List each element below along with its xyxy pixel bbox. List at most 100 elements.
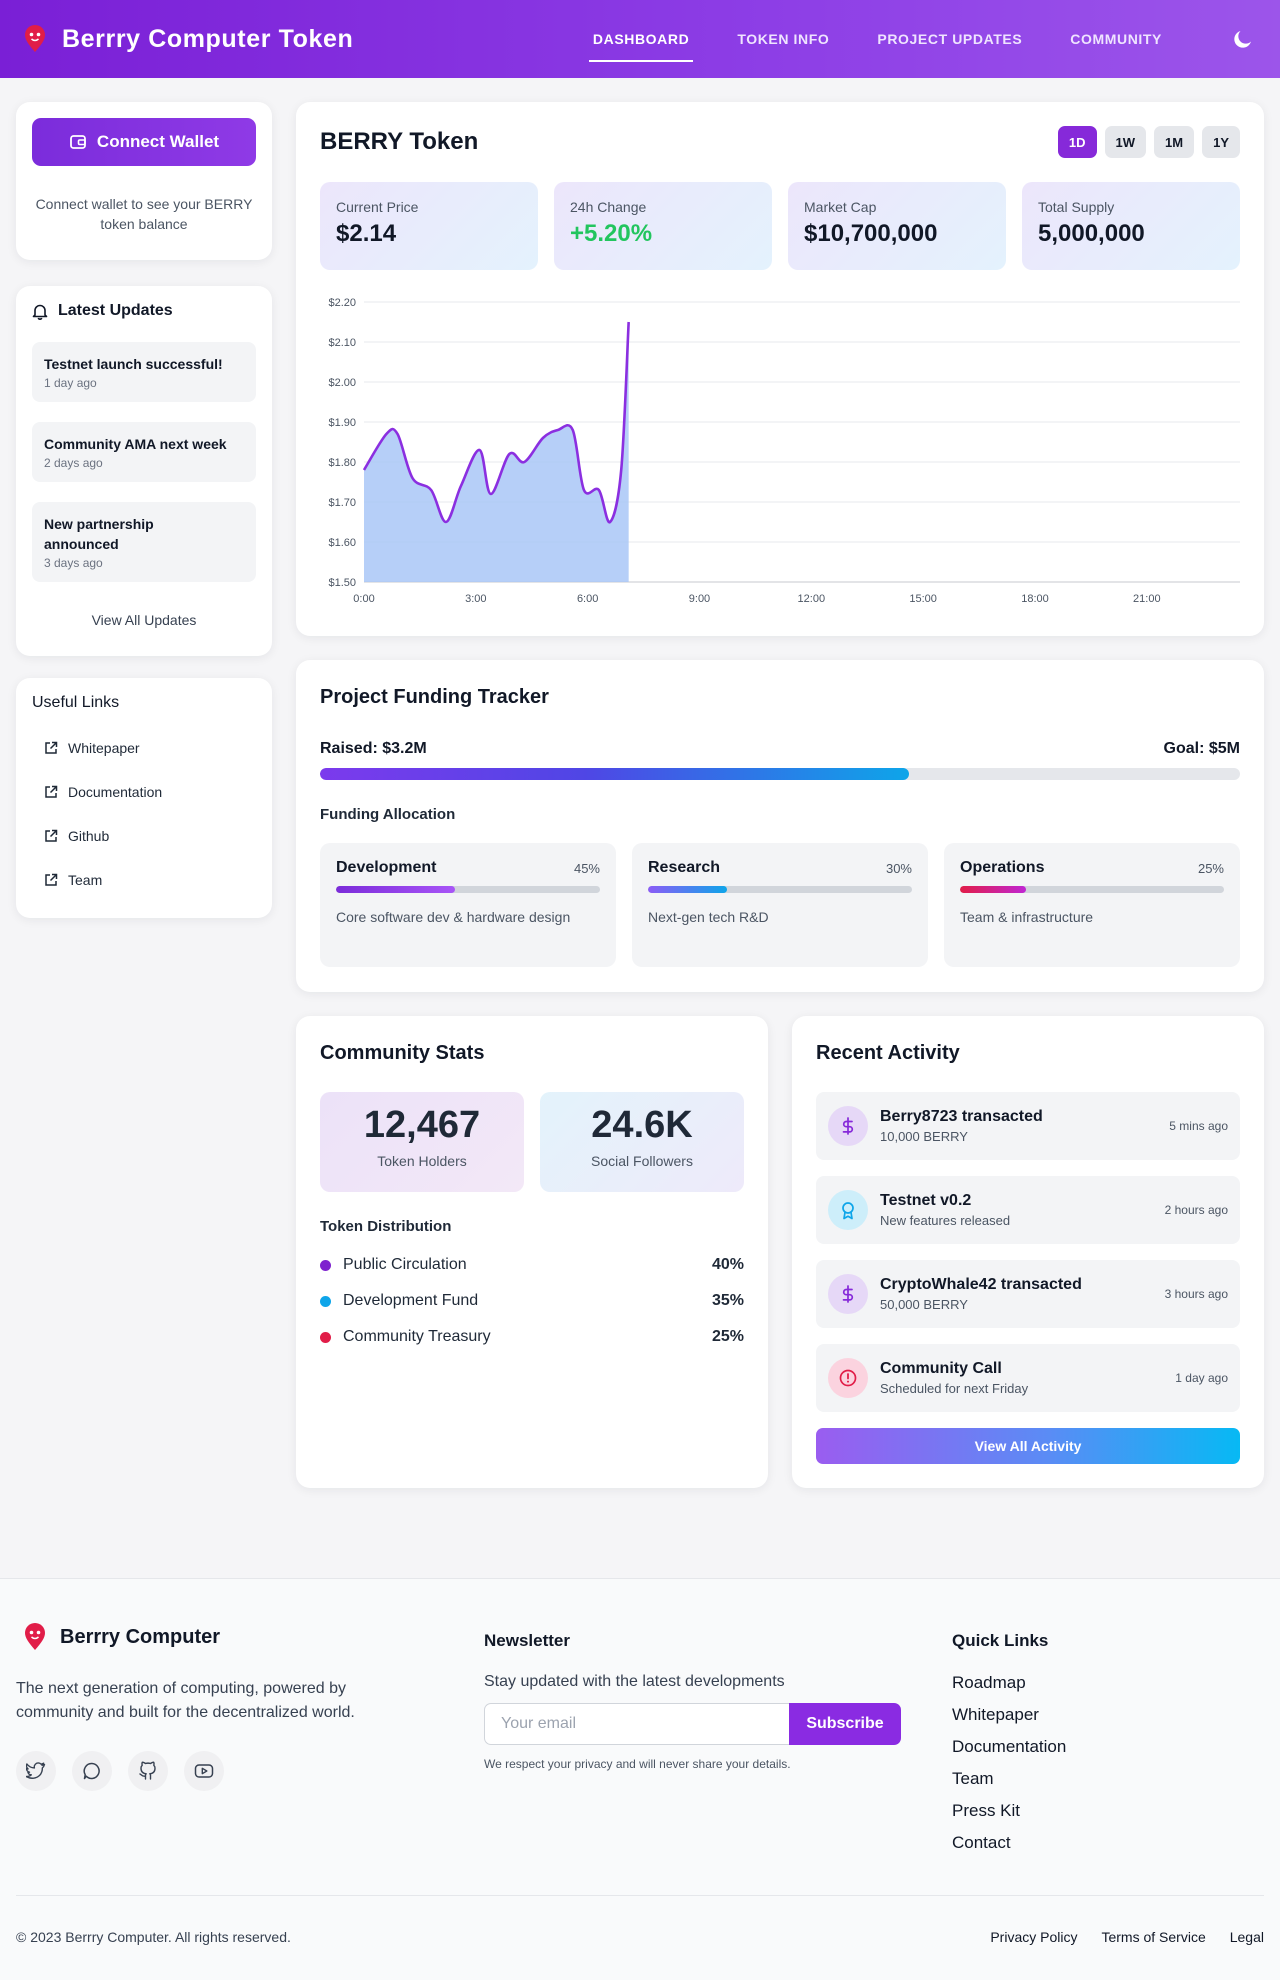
stat-label: Current Price	[336, 199, 419, 215]
token-holders-stat: 12,467 Token Holders	[320, 1092, 524, 1192]
theme-toggle-moon-icon[interactable]	[1230, 26, 1256, 52]
connect-wallet-label: Connect Wallet	[96, 132, 220, 151]
nav-token-info[interactable]: TOKEN INFO	[737, 31, 830, 47]
activity-title: Testnet v0.2	[880, 1192, 972, 1209]
copyright: © 2023 Berrry Computer. All rights reser…	[16, 1929, 291, 1945]
quick-link-whitepaper[interactable]: Whitepaper	[952, 1705, 1039, 1724]
distribution-label: Community Treasury	[343, 1328, 491, 1345]
activity-time: 3 hours ago	[1164, 1287, 1228, 1301]
allocation-operations: Operations 25% Team & infrastructure	[944, 843, 1240, 967]
nav-project-updates[interactable]: PROJECT UPDATES	[877, 31, 1023, 47]
link-documentation[interactable]: Documentation	[44, 784, 162, 800]
funding-tracker-card: Project Funding Tracker Raised: $3.2M Go…	[296, 660, 1264, 992]
activity-title: Community Call	[880, 1360, 1002, 1377]
useful-links-card: Useful Links Whitepaper Documentation Gi…	[16, 678, 272, 918]
token-distribution-title: Token Distribution	[320, 1218, 452, 1235]
view-all-updates-link[interactable]: View All Updates	[91, 612, 197, 628]
connect-wallet-button[interactable]: Connect Wallet	[32, 118, 256, 166]
view-all-activity-button[interactable]: View All Activity	[816, 1428, 1240, 1464]
link-whitepaper[interactable]: Whitepaper	[44, 740, 140, 756]
youtube-icon[interactable]	[184, 1751, 224, 1791]
latest-updates-title: Latest Updates	[58, 302, 173, 319]
activity-item[interactable]: Community Call Scheduled for next Friday …	[816, 1344, 1240, 1412]
terms-of-service-link[interactable]: Terms of Service	[1101, 1929, 1206, 1945]
update-date: 3 days ago	[44, 556, 103, 570]
privacy-policy-link[interactable]: Privacy Policy	[990, 1929, 1078, 1945]
distribution-row: Development Fund 35%	[320, 1292, 744, 1310]
activity-subtitle: 50,000 BERRY	[880, 1297, 968, 1312]
allocation-percent: 25%	[1197, 860, 1224, 876]
y-tick-label: $2.20	[328, 297, 356, 309]
x-tick-label: 21:00	[1133, 593, 1161, 605]
x-tick-label: 15:00	[909, 593, 937, 605]
link-github[interactable]: Github	[44, 828, 109, 844]
bell-icon	[32, 303, 48, 320]
y-tick-label: $2.00	[328, 377, 356, 389]
external-link-icon	[44, 873, 58, 887]
legal-link[interactable]: Legal	[1229, 1929, 1264, 1945]
quick-link-roadmap[interactable]: Roadmap	[952, 1673, 1026, 1692]
x-tick-label: 3:00	[465, 593, 486, 605]
range-1m-button[interactable]: 1M	[1154, 126, 1195, 158]
token-card: BERRY Token 1D 1W 1M 1Y Current Price $2…	[296, 102, 1264, 636]
wallet-card: Connect Wallet Connect wallet to see you…	[16, 102, 272, 260]
quick-link-press-kit[interactable]: Press Kit	[952, 1801, 1021, 1820]
subscribe-button[interactable]: Subscribe	[789, 1703, 901, 1745]
recent-activity-card: Recent Activity Berry8723 transacted 10,0…	[792, 1016, 1264, 1488]
update-item[interactable]: Community AMA next week 2 days ago	[32, 422, 256, 482]
allocation-bar	[960, 886, 1224, 893]
latest-updates-card: Latest Updates Testnet launch successful…	[16, 286, 272, 656]
link-team[interactable]: Team	[44, 872, 102, 888]
y-tick-label: $1.90	[328, 417, 356, 429]
funding-goal: Goal: $5M	[1163, 740, 1240, 757]
quick-link-contact[interactable]: Contact	[952, 1833, 1011, 1852]
range-1y-button[interactable]: 1Y	[1202, 126, 1240, 158]
footer-brand[interactable]: Berrry Computer	[24, 1623, 220, 1651]
update-item[interactable]: Testnet launch successful! 1 day ago	[32, 342, 256, 402]
brand[interactable]: Berrry Computer Token	[24, 25, 353, 54]
legal-links: Privacy Policy Terms of Service Legal	[990, 1929, 1264, 1945]
wallet-hint: Connect wallet to see your BERRY token b…	[35, 196, 253, 232]
link-label: Documentation	[68, 784, 163, 800]
y-tick-label: $1.70	[328, 497, 356, 509]
allocation-fill	[960, 886, 1026, 893]
nav-community[interactable]: COMMUNITY	[1070, 31, 1162, 47]
quick-link-documentation[interactable]: Documentation	[952, 1737, 1067, 1756]
alert-icon	[828, 1358, 868, 1398]
stat-current-price: Current Price $2.14	[320, 182, 538, 270]
wallet-icon	[69, 133, 87, 151]
distribution-dot	[320, 1295, 331, 1307]
x-tick-label: 18:00	[1021, 593, 1049, 605]
activity-item[interactable]: Berry8723 transacted 10,000 BERRY 5 mins …	[816, 1092, 1240, 1160]
top-navbar: Berrry Computer Token DASHBOARD TOKEN IN…	[0, 0, 1280, 78]
berry-logo-icon	[24, 1623, 46, 1651]
berry-logo-icon	[24, 25, 46, 53]
activity-time: 5 mins ago	[1169, 1119, 1228, 1133]
range-1d-button[interactable]: 1D	[1057, 126, 1097, 158]
recent-activity-title: Recent Activity	[816, 1042, 960, 1064]
newsletter-description: Stay updated with the latest development…	[484, 1673, 785, 1690]
footer: Berrry Computer The next generation of c…	[0, 1578, 1280, 1980]
social-followers-value: 24.6K	[591, 1104, 693, 1146]
price-chart: $1.50 $1.60 $1.70 $1.80 $1.90 $2.00 $2.10 $2.20…	[328, 297, 1240, 605]
stat-label: Market Cap	[804, 199, 877, 215]
discord-icon[interactable]	[72, 1751, 112, 1791]
update-item[interactable]: New partnership announced 3 days ago	[32, 502, 256, 582]
footer-tagline: The next generation of computing, powere…	[16, 1680, 355, 1721]
range-1w-button[interactable]: 1W	[1104, 126, 1147, 158]
distribution-row: Community Treasury 25%	[320, 1328, 744, 1346]
distribution-row: Public Circulation 40%	[320, 1256, 744, 1274]
link-label: Github	[68, 828, 110, 844]
newsletter-email-input[interactable]	[484, 1703, 790, 1745]
twitter-icon[interactable]	[16, 1751, 56, 1791]
social-followers-label: Social Followers	[591, 1153, 693, 1169]
stat-value: +5.20%	[570, 220, 653, 247]
nav-dashboard[interactable]: DASHBOARD	[588, 0, 694, 78]
quick-link-team[interactable]: Team	[952, 1769, 994, 1788]
update-title: Testnet launch successful!	[44, 356, 223, 372]
github-icon[interactable]	[128, 1751, 168, 1791]
activity-item[interactable]: Testnet v0.2 New features released 2 hour…	[816, 1176, 1240, 1244]
dollar-icon	[828, 1106, 868, 1146]
update-date: 1 day ago	[44, 376, 97, 390]
activity-item[interactable]: CryptoWhale42 transacted 50,000 BERRY 3 h…	[816, 1260, 1240, 1328]
